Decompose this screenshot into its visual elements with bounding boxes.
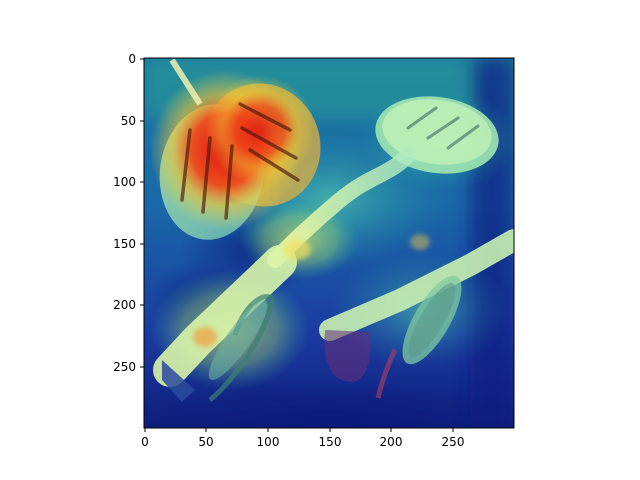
right-spatula bbox=[319, 229, 514, 399]
y-tick-label: 150 bbox=[113, 237, 136, 251]
y-tick-label: 100 bbox=[113, 175, 136, 189]
axes-frame bbox=[143, 57, 515, 429]
left-spatula-head bbox=[150, 58, 321, 240]
heatmap-image bbox=[144, 58, 514, 428]
x-tick-label: 0 bbox=[141, 435, 149, 449]
x-tick-label: 50 bbox=[198, 435, 213, 449]
x-tick-label: 200 bbox=[380, 435, 403, 449]
x-tick-label: 100 bbox=[257, 435, 280, 449]
y-tick-label: 0 bbox=[128, 52, 136, 66]
y-tick-label: 50 bbox=[121, 114, 136, 128]
x-tick-label: 150 bbox=[319, 435, 342, 449]
y-tick-label: 200 bbox=[113, 298, 136, 312]
y-tick-label: 250 bbox=[113, 360, 136, 374]
x-tick-label: 250 bbox=[442, 435, 465, 449]
x-axis: 0 50 100 150 200 250 bbox=[141, 428, 464, 449]
y-axis: 0 50 100 150 200 250 bbox=[113, 52, 144, 374]
